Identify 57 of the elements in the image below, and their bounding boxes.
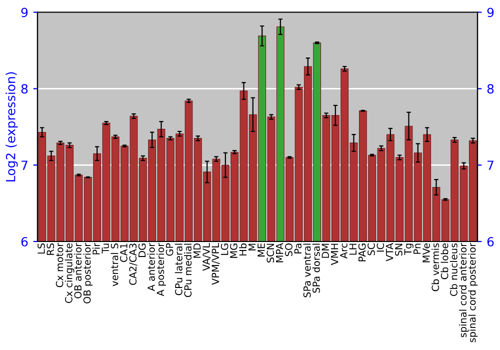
x-tick-label: Pa bbox=[294, 244, 302, 254]
x-tick-label: RS bbox=[46, 243, 54, 255]
x-tick-label: CPu lateral bbox=[174, 244, 182, 296]
x-tick-label: SC bbox=[368, 243, 375, 256]
x-tick-label: LS bbox=[38, 243, 45, 254]
x-tick-label: spinal cord posterior bbox=[468, 242, 478, 342]
x-tick-label: SN bbox=[395, 244, 402, 256]
y-axis-title: Log2 (expression) bbox=[6, 72, 18, 182]
x-tick-label: Cb lobe bbox=[440, 243, 448, 280]
y-tick-label: 8 bbox=[21, 84, 28, 94]
x-tick-label: Hb bbox=[239, 243, 247, 256]
x-tick-label: DG bbox=[138, 244, 146, 257]
x-tick-label: MVe bbox=[422, 243, 430, 262]
x-tick-label: A posterior bbox=[156, 242, 166, 296]
x-tick-label: VA/VL bbox=[202, 242, 211, 271]
x-tick-label: DM bbox=[322, 244, 329, 258]
x-tick-label: PAG bbox=[358, 244, 366, 262]
x-tick-label: M bbox=[248, 244, 256, 250]
x-tick-label: VTA bbox=[386, 242, 394, 262]
x-tick-label: SCN bbox=[266, 244, 274, 262]
x-tick-label: A anterior bbox=[147, 242, 155, 292]
x-tick-label: Arc bbox=[340, 243, 348, 259]
x-tick-label: IC bbox=[376, 243, 384, 252]
x-tick-label: OB anterior bbox=[74, 242, 82, 298]
x-tick-label: Pir bbox=[92, 242, 100, 254]
x-tick-label: VMH bbox=[331, 244, 338, 266]
x-tick-label: Cx motor bbox=[56, 242, 64, 288]
x-tick-label: LH bbox=[349, 244, 356, 255]
y2-tick-label: 8 bbox=[487, 84, 494, 94]
x-tick-label: Tg bbox=[404, 244, 414, 256]
x-tick-label: CA2/CA3 bbox=[129, 244, 138, 285]
x-tick-label: Tu bbox=[102, 244, 110, 254]
x-tick-label: MPA bbox=[276, 242, 284, 262]
x-tick-label: SO bbox=[285, 243, 292, 256]
x-tick-label: Cb vermis bbox=[432, 243, 440, 292]
x-tick-label: ME bbox=[258, 244, 265, 256]
y2-tick-label: 9 bbox=[487, 8, 494, 18]
x-tick-label: Pn bbox=[414, 244, 421, 254]
x-tick-label: SPa dorsal bbox=[312, 244, 320, 293]
x-tick-label: GP bbox=[166, 243, 174, 256]
x-tick-label: VPM/VPL bbox=[212, 242, 220, 285]
y-tick-label: 6 bbox=[21, 236, 28, 246]
x-tick-label: Cx cingulate bbox=[64, 243, 74, 303]
x-tick-label: spinal cord anterior bbox=[459, 242, 468, 338]
x-tick-label: MD bbox=[194, 243, 201, 258]
x-tick-label: LG bbox=[220, 244, 228, 255]
x-tick-label: CA1 bbox=[120, 244, 128, 262]
x-tick-label: ventral S bbox=[110, 243, 118, 286]
y2-tick-label: 7 bbox=[488, 160, 494, 170]
x-tick-label: OB posterior bbox=[83, 242, 93, 304]
x-tick-label: SPa ventral bbox=[303, 244, 311, 298]
y-tick-label: 7 bbox=[22, 160, 28, 170]
y-tick-label: 9 bbox=[21, 8, 28, 18]
x-tick-label: CPu medial bbox=[184, 244, 192, 298]
x-tick-label: MG bbox=[230, 244, 238, 258]
x-tick-label: Cb nucleus bbox=[450, 243, 458, 296]
y2-tick-label: 6 bbox=[487, 236, 494, 246]
